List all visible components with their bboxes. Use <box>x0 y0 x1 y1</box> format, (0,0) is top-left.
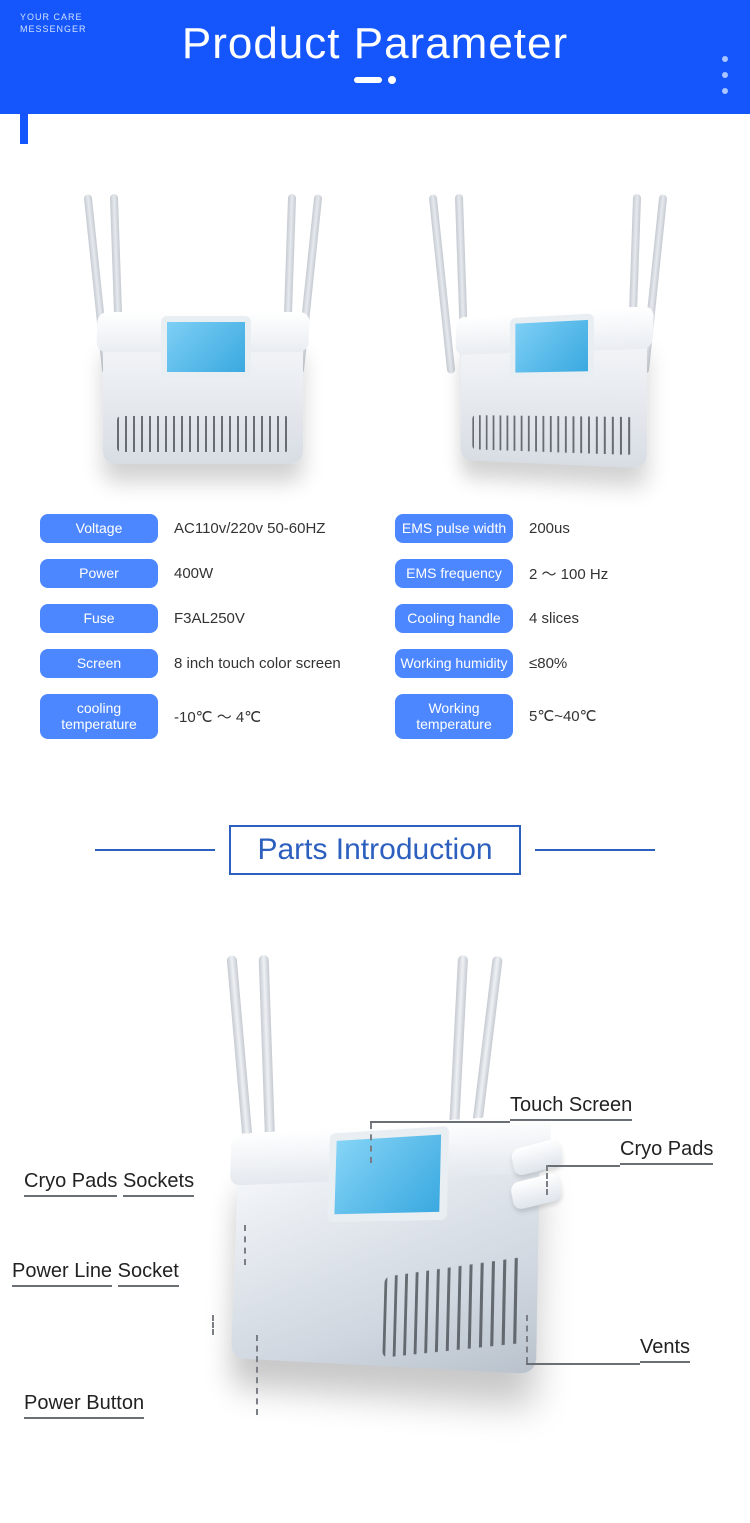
param-value: 200us <box>529 520 570 537</box>
parameter-table: Voltage AC110v/220v 50-60HZ Power 400W F… <box>0 494 750 805</box>
param-label: EMS frequency <box>395 559 513 588</box>
decorative-line <box>95 849 215 851</box>
callout-cryo-pads: Cryo Pads <box>620 1137 713 1165</box>
param-label: Cooling handle <box>395 604 513 633</box>
leader-line <box>546 1165 620 1167</box>
callout-text: Vents <box>640 1335 690 1363</box>
param-value: 5℃~40℃ <box>529 707 596 725</box>
leader-line <box>370 1123 372 1163</box>
callout-text: Sockets <box>123 1169 194 1197</box>
param-value: 8 inch touch color screen <box>174 655 341 672</box>
callout-text: Cryo Pads <box>24 1169 117 1197</box>
decorative-line <box>535 849 655 851</box>
param-row: EMS pulse width 200us <box>395 514 710 543</box>
param-row: Working humidity ≤80% <box>395 649 710 678</box>
device-angle-view <box>408 194 688 484</box>
param-column-left: Voltage AC110v/220v 50-60HZ Power 400W F… <box>40 514 355 755</box>
header-banner: YOUR CARE MESSENGER Product Parameter <box>0 0 750 114</box>
param-label: Fuse <box>40 604 158 633</box>
parts-title: Parts Introduction <box>229 825 520 875</box>
callout-text: Socket <box>118 1259 179 1287</box>
parts-title-wrap: Parts Introduction <box>0 825 750 875</box>
param-row: Fuse F3AL250V <box>40 604 355 633</box>
parts-diagram: Touch Screen Cryo Pads Cryo Pads Sockets… <box>0 915 750 1475</box>
callout-power-button: Power Button <box>24 1391 144 1419</box>
leader-line <box>212 1315 214 1335</box>
product-images <box>0 164 750 494</box>
param-value: 400W <box>174 565 213 582</box>
param-value: AC110v/220v 50-60HZ <box>174 520 325 537</box>
callout-vents: Vents <box>640 1335 690 1363</box>
param-label: EMS pulse width <box>395 514 513 543</box>
callout-power-line-socket: Power Line Socket <box>12 1259 179 1287</box>
param-label: Power <box>40 559 158 588</box>
param-value: -10℃ ～ 4℃ <box>174 706 261 727</box>
param-label: cooling temperature <box>40 694 158 740</box>
leader-line <box>546 1165 548 1195</box>
header-underline <box>20 77 730 84</box>
param-label: Screen <box>40 649 158 678</box>
callout-touch-screen: Touch Screen <box>510 1093 632 1121</box>
leader-line <box>244 1225 246 1265</box>
header-title: Product Parameter <box>20 19 730 69</box>
leader-line <box>370 1121 510 1123</box>
param-row: Cooling handle 4 slices <box>395 604 710 633</box>
param-label: Working humidity <box>395 649 513 678</box>
callout-cryo-pads-sockets: Cryo Pads Sockets <box>24 1169 194 1197</box>
device-front-view <box>63 194 343 484</box>
param-row: Voltage AC110v/220v 50-60HZ <box>40 514 355 543</box>
callout-text: Touch Screen <box>510 1093 632 1121</box>
param-row: EMS frequency 2 ～ 100 Hz <box>395 559 710 588</box>
param-value: 2 ～ 100 Hz <box>529 563 608 584</box>
callout-text: Power Line <box>12 1259 112 1287</box>
leader-line <box>526 1315 528 1363</box>
callout-text: Power Button <box>24 1391 144 1419</box>
callout-text: Cryo Pads <box>620 1137 713 1165</box>
param-value: ≤80% <box>529 655 567 672</box>
param-label: Working temperature <box>395 694 513 740</box>
device-detail-view <box>160 975 600 1405</box>
param-row: cooling temperature -10℃ ～ 4℃ <box>40 694 355 740</box>
param-row: Screen 8 inch touch color screen <box>40 649 355 678</box>
param-value: 4 slices <box>529 610 579 627</box>
param-row: Power 400W <box>40 559 355 588</box>
leader-line <box>256 1335 258 1415</box>
leader-line <box>526 1363 640 1365</box>
param-column-right: EMS pulse width 200us EMS frequency 2 ～ … <box>395 514 710 755</box>
param-row: Working temperature 5℃~40℃ <box>395 694 710 740</box>
header-side-dots <box>722 56 728 104</box>
param-label: Voltage <box>40 514 158 543</box>
param-value: F3AL250V <box>174 610 245 627</box>
